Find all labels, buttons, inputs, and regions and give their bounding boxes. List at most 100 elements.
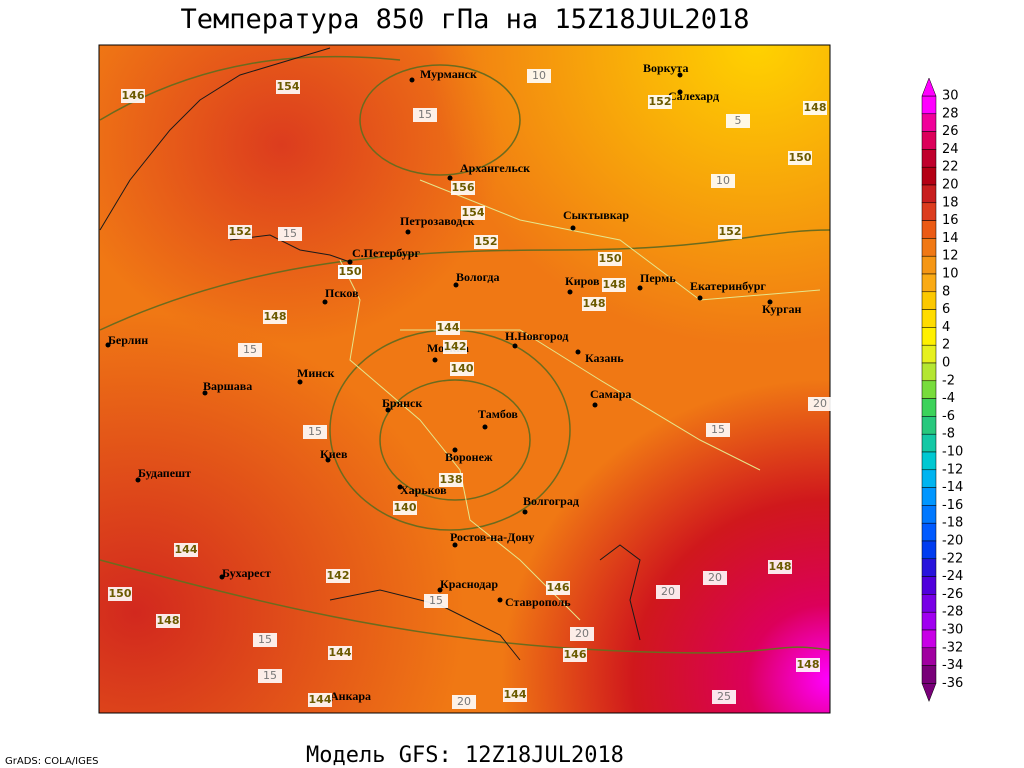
title: Температура 850 гПа на 15Z18JUL2018: [181, 4, 750, 35]
city-label: С.Петербург: [352, 246, 420, 260]
colorbar-label: 16: [942, 213, 959, 228]
height-label-box: [263, 310, 287, 324]
temperature-label-box: [527, 69, 551, 83]
city-label: Волгоград: [523, 494, 579, 508]
city-label: Тамбов: [478, 407, 518, 421]
height-label: 150: [599, 252, 622, 265]
city-dot: [135, 477, 141, 483]
height-label-box: [461, 206, 485, 220]
temperature-label: 15: [308, 425, 322, 438]
colorbar-label: -2: [942, 373, 955, 388]
height-label: 140: [451, 362, 474, 375]
colorbar-label: 0: [942, 356, 950, 371]
colorbar-swatch: [921, 327, 937, 346]
city-dot: [677, 72, 683, 78]
colorbar-swatch: [921, 131, 937, 150]
city-dot: [219, 574, 225, 580]
city-label: Бухарест: [222, 566, 271, 580]
city-label: Воркута: [643, 61, 688, 75]
colorbar-swatch: [921, 451, 937, 471]
height-label: 150: [109, 587, 132, 600]
colorbar-label: -34: [942, 658, 963, 673]
temperature-label: 20: [708, 571, 722, 584]
height-label-box: [338, 265, 362, 279]
city-dot: [397, 484, 403, 490]
border: [419, 179, 821, 301]
temperature-label: 20: [661, 585, 675, 598]
colorbar-label: 22: [942, 160, 959, 175]
height-label-box: [582, 297, 606, 311]
colorbar-swatch: [921, 362, 937, 382]
city-label: Казань: [585, 351, 624, 365]
temperature-label-box: [303, 425, 327, 439]
temperature-label-box: [258, 669, 282, 683]
colorbar-label: -12: [942, 462, 963, 477]
city-dot: [697, 295, 703, 301]
colorbar-label: -30: [942, 623, 963, 638]
colorbar-swatch: [921, 255, 937, 275]
city-label: Краснодар: [440, 577, 498, 591]
temperature-label-box: [711, 174, 735, 188]
city-dot: [452, 542, 458, 548]
city-dot: [482, 424, 488, 430]
height-label: 144: [504, 688, 527, 701]
city-label: Брянск: [382, 396, 422, 410]
contour: [359, 64, 521, 176]
height-label-box: [451, 181, 475, 195]
colorbar-label: -32: [942, 640, 963, 655]
height-label: 148: [583, 297, 606, 310]
contour: [379, 379, 531, 501]
height-label-box: [602, 278, 626, 292]
city-label: Харьков: [400, 483, 447, 497]
height-label: 148: [769, 560, 792, 573]
temperature-label: 15: [429, 594, 443, 607]
contour: [99, 559, 831, 654]
colorbar-end: [921, 77, 937, 97]
map-frame: [98, 44, 831, 714]
temperature-label-box: [413, 108, 437, 122]
city-dot: [297, 379, 303, 385]
city-dot: [575, 349, 581, 355]
height-label-box: [326, 569, 350, 583]
city-dot: [567, 289, 573, 295]
border: [400, 329, 761, 471]
height-label-box: [648, 95, 672, 109]
city-dot: [202, 390, 208, 396]
coastline: [599, 544, 641, 641]
city-dot: [677, 89, 683, 95]
colorbar-swatch: [921, 433, 937, 453]
colorbar-label: -14: [942, 480, 963, 495]
height-label-box: [328, 646, 352, 660]
city-dot: [453, 282, 459, 288]
temperature-label: 10: [532, 69, 546, 82]
city-label: Самара: [590, 387, 631, 401]
temperature-label-box: [452, 695, 476, 709]
city-label: Екатеринбург: [690, 279, 766, 293]
height-label-box: [788, 151, 812, 165]
height-label: 144: [437, 321, 460, 334]
colorbar-swatch: [921, 487, 937, 506]
height-label-box: [443, 340, 467, 354]
colorbar-swatch: [921, 113, 937, 132]
city-dot: [570, 225, 576, 231]
city-dot: [497, 597, 503, 603]
city-label: Берлин: [108, 333, 148, 347]
contour: [99, 229, 831, 331]
height-label: 154: [462, 206, 485, 219]
height-label: 144: [175, 543, 198, 556]
height-label-box: [450, 362, 474, 376]
height-label: 152: [719, 225, 742, 238]
colorbar-label: 30: [942, 89, 959, 104]
colorbar-swatch: [921, 665, 937, 684]
height-label-box: [546, 581, 570, 595]
colorbar-swatch: [921, 540, 937, 560]
colorbar-swatch: [921, 416, 937, 435]
height-label-box: [563, 648, 587, 662]
height-label-box: [108, 587, 132, 601]
height-label-box: [598, 252, 622, 266]
height-label: 146: [122, 89, 145, 102]
city-label: Архангельск: [460, 161, 530, 175]
height-label: 150: [339, 265, 362, 278]
temperature-label: 20: [457, 695, 471, 708]
city-label: Курган: [762, 302, 802, 316]
